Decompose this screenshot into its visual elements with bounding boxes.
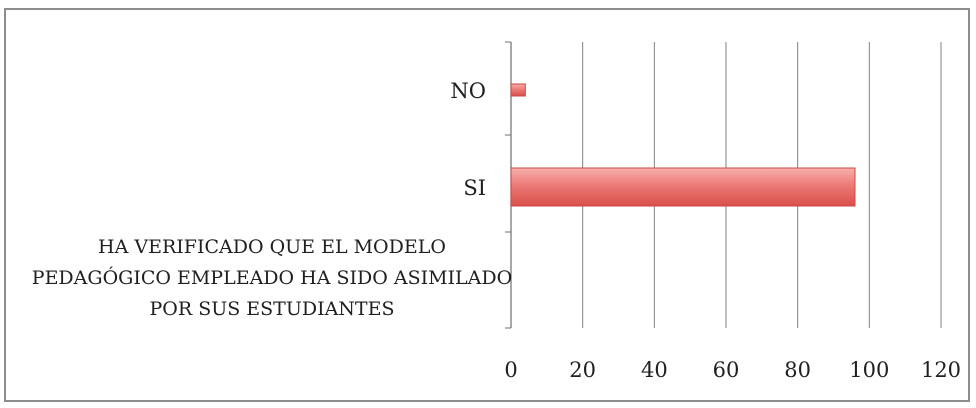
series-label-line: PEDAGÓGICO EMPLEADO HA SIDO ASIMILADO [32, 266, 512, 289]
x-tick-label: 20 [569, 358, 596, 382]
category-layer: NO SI [450, 79, 486, 200]
x-tick-label: 60 [713, 358, 740, 382]
series-label-line: HA VERIFICADO QUE EL MODELO [98, 236, 446, 258]
bar-si [510, 167, 856, 207]
series-label-line: POR SUS ESTUDIANTES [149, 298, 394, 320]
grid-layer [505, 41, 942, 329]
x-tick-label: 40 [641, 358, 668, 382]
tick-layer: 0 20 40 60 80 100 120 [504, 358, 961, 382]
series-label-layer: HA VERIFICADO QUE EL MODELO PEDAGÓGICO EM… [32, 236, 512, 320]
category-label-si: SI [463, 176, 486, 200]
bar-layer [510, 83, 856, 207]
x-tick-label: 80 [784, 358, 811, 382]
category-label-no: NO [450, 79, 486, 103]
x-tick-label: 0 [504, 358, 517, 382]
bar-no [510, 83, 526, 97]
x-tick-label: 100 [849, 358, 889, 382]
x-tick-label: 120 [921, 358, 961, 382]
